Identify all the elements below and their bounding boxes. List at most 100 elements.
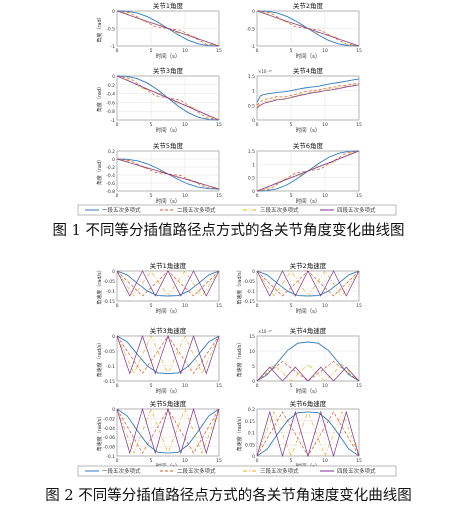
y-tick-label: -0.2: [106, 165, 115, 171]
y-tick-label: 5: [252, 364, 255, 370]
legend-label: 二段五次多项式: [177, 206, 216, 214]
y-axis-label: 角速度（rad/s）: [236, 267, 243, 305]
y-tick-label: 0: [112, 9, 115, 15]
y-tick-label: -0.06: [103, 435, 115, 441]
series-line-4: [256, 10, 360, 47]
y-axis-label: 角度（rad）: [96, 84, 103, 112]
x-tick-label: 5: [290, 122, 293, 128]
y-tick-label: -0.05: [103, 349, 115, 355]
series-line-4: [116, 270, 220, 297]
x-tick-label: 15: [216, 122, 222, 128]
y-axis-label: 角速度（rad/s）: [236, 414, 243, 452]
series-line-4: [116, 10, 220, 47]
series-line-3: [116, 335, 220, 375]
y-tick-label: -0.1: [106, 289, 115, 295]
y-tick-label: 0: [252, 9, 255, 15]
y-tick-label: -0.15: [103, 379, 115, 385]
legend-label: 二段五次多项式: [177, 467, 216, 475]
panel-title: 关节6角速度: [290, 399, 327, 408]
x-tick-label: 15: [356, 193, 362, 199]
series-line-4: [256, 366, 360, 382]
x-tick-label: 15: [216, 458, 222, 464]
series-line-4: [256, 270, 360, 297]
x-axis-label: 时间（s）: [296, 307, 321, 315]
legend-label: 四段五次多项式: [337, 206, 376, 214]
series-line-1: [256, 78, 360, 103]
x-axis-label: 时间（s）: [156, 126, 181, 134]
legend-label: 一段五次多项式: [102, 467, 141, 475]
y-tick-label: 10: [249, 349, 255, 355]
series-line-2: [116, 158, 220, 190]
panel-title: 关节2角速度: [290, 261, 327, 270]
series-line-3: [116, 408, 220, 455]
panel-title: 关节5角速度: [150, 399, 187, 408]
y-axis-label: 角速度（rad/s）: [96, 340, 103, 378]
x-tick-label: 0: [116, 303, 119, 309]
x-axis-label: 时间（s）: [296, 52, 321, 60]
panel-title: 关节5角度: [153, 141, 184, 150]
y-tick-label: -0.4: [106, 92, 115, 98]
figure2-caption: 图 2 不同等分插值路径点方式的各关节角速度变化曲线图: [45, 488, 412, 504]
x-tick-label: 10: [182, 383, 188, 389]
y-tick-label: 0.2: [108, 149, 115, 155]
y-tick-label: -0.15: [103, 299, 115, 305]
series-line-3: [116, 270, 220, 297]
y-tick-label: -1: [251, 44, 256, 50]
x-tick-label: 15: [216, 303, 222, 309]
x-axis-label: 时间（s）: [156, 307, 181, 315]
y-axis-label: 角速度（rad/s）: [96, 267, 103, 305]
y-tick-label: 0: [112, 74, 115, 80]
x-axis-label: 时间（s）: [296, 387, 321, 395]
x-tick-label: 5: [150, 122, 153, 128]
x-tick-label: 5: [290, 383, 293, 389]
x-tick-label: 10: [182, 458, 188, 464]
series-line-4: [116, 158, 220, 190]
plot-area: [256, 335, 360, 382]
y-tick-label: 0: [252, 454, 255, 460]
y-tick-label: 0.2: [248, 407, 255, 413]
figure1-caption: 图 1 不同等分插值路径点方式的各关节角度变化曲线图: [52, 223, 405, 239]
y-tick-label: -0.1: [106, 364, 115, 370]
x-tick-label: 10: [322, 48, 328, 54]
legend-box: [77, 465, 397, 477]
legend-label: 三段五次多项式: [260, 206, 299, 214]
y-tick-label: 0.1: [248, 431, 255, 437]
y-tick-label: -0.8: [106, 109, 115, 115]
x-tick-label: 10: [182, 303, 188, 309]
series-line-3: [256, 410, 360, 457]
x-tick-label: 15: [216, 193, 222, 199]
legend-box: [77, 204, 397, 216]
legend-label: 三段五次多项式: [260, 467, 299, 475]
series-line-2: [256, 82, 360, 106]
x-tick-label: 0: [116, 458, 119, 464]
x-tick-label: 10: [182, 48, 188, 54]
x-tick-label: 5: [150, 458, 153, 464]
series-line-2: [256, 361, 360, 382]
x-tick-label: 15: [356, 303, 362, 309]
series-line-2: [256, 10, 360, 47]
y-tick-label: -0.1: [246, 289, 255, 295]
y-tick-label: 15: [249, 334, 255, 340]
y-tick-label: 1: [252, 89, 255, 95]
panel-title: 关节4角度: [293, 66, 324, 75]
panel-title: 关节4角速度: [290, 326, 327, 335]
y-tick-label: -0.08: [103, 445, 115, 451]
panel-title: 关节3角速度: [150, 326, 187, 335]
y-tick-label: -0.05: [243, 279, 255, 285]
series-line-3: [256, 83, 360, 108]
x-tick-label: 5: [150, 303, 153, 309]
y-tick-label: -0.6: [106, 100, 115, 106]
x-axis-label: 时间（s）: [156, 197, 181, 205]
plot-area: [116, 150, 220, 192]
y-tick-label: 1.5: [248, 149, 255, 155]
panel-title: 关节2角度: [293, 1, 324, 10]
y-tick-label: -1: [111, 44, 116, 50]
y-tick-label: 0: [252, 269, 255, 275]
y-tick-label: -0.2: [106, 83, 115, 89]
series-line-3: [256, 364, 360, 382]
plot-area: [256, 75, 360, 121]
x-tick-label: 10: [322, 303, 328, 309]
y-tick-label: 0.5: [248, 176, 255, 182]
series-line-4: [256, 150, 360, 192]
x-axis-label: 时间（s）: [156, 52, 181, 60]
